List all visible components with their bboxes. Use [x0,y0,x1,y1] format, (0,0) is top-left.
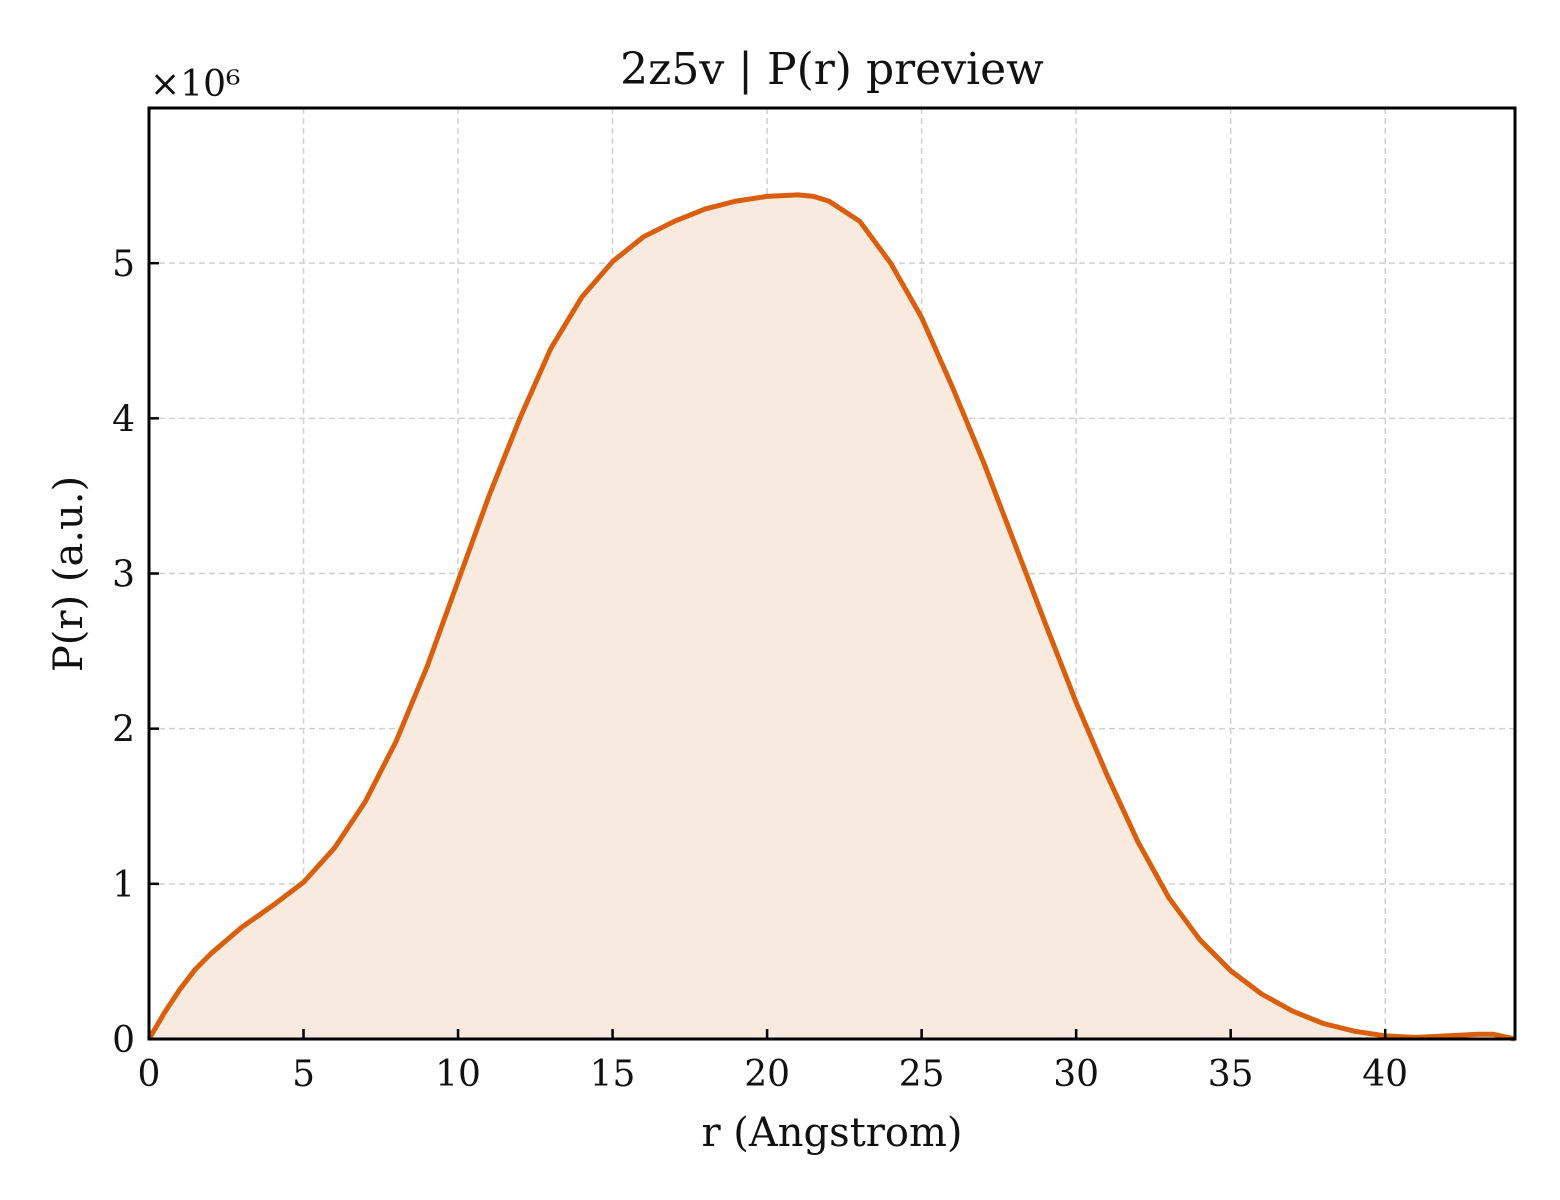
series-line [146,192,1516,1042]
x-tick-label: 10 [435,1054,481,1095]
y-axis: 0 1 2 3 4 5 [112,244,159,1061]
x-tick-label: 30 [1053,1054,1099,1095]
y-scale-label: ×10⁶ [150,64,240,105]
x-tick-label: 15 [590,1054,636,1095]
y-tick-label: 2 [112,710,135,751]
series-area [149,194,1515,1039]
x-tick-label: 35 [1208,1054,1254,1095]
y-tick-label: 0 [112,1020,135,1061]
x-tick-label: 25 [899,1054,945,1095]
y-tick-label: 3 [112,555,135,596]
y-tick-label: 4 [112,399,135,440]
y-tick-label: 1 [112,865,135,906]
x-tick-label: 20 [744,1054,790,1095]
x-tick-label: 5 [292,1054,315,1095]
x-axis: 0 5 10 15 20 25 30 35 40 [138,1029,1408,1095]
x-tick-label: 0 [138,1054,161,1095]
y-axis-label: P(r) (a.u.) [46,476,92,672]
chart-title: 2z5v | P(r) preview [620,44,1044,95]
y-tick-label: 5 [112,244,135,285]
x-tick-label: 40 [1362,1054,1408,1095]
x-axis-label: r (Angstrom) [701,1110,962,1156]
